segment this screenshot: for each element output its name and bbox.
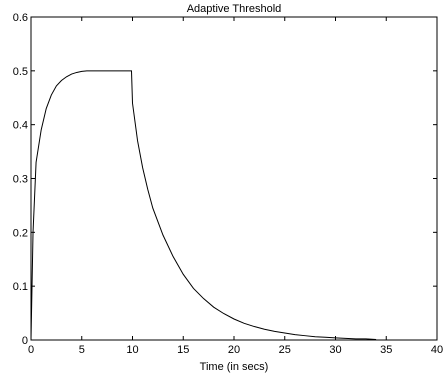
y-tick-label: 0.3: [13, 174, 28, 186]
y-tick-label: 0: [22, 335, 28, 347]
x-axis-label: Time (in secs): [200, 361, 269, 373]
y-tick-label: 0.4: [13, 120, 28, 132]
series-line: [30, 70, 377, 341]
x-tick-label: 0: [28, 344, 34, 356]
y-tick-label: 0.5: [13, 66, 28, 78]
y-tick-label: 0.1: [13, 281, 28, 293]
x-tick-label: 15: [177, 344, 189, 356]
y-tick-label: 0.6: [13, 12, 28, 24]
x-tick-label: 20: [228, 344, 240, 356]
tick-labels-group: 0 5 10 15 20 25 30 35 40 0 0.1 0.2 0.3 0.4 0.5 0.6: [13, 12, 443, 356]
x-tick-label: 25: [279, 344, 291, 356]
chart-title: Adaptive Threshold: [187, 3, 282, 15]
x-tick-label: 10: [126, 344, 138, 356]
x-tick-label: 40: [431, 344, 443, 356]
y-tick-label: 0.2: [13, 227, 28, 239]
x-tick-label: 35: [380, 344, 392, 356]
x-tick-label: 5: [79, 344, 85, 356]
x-tick-label: 30: [329, 344, 341, 356]
